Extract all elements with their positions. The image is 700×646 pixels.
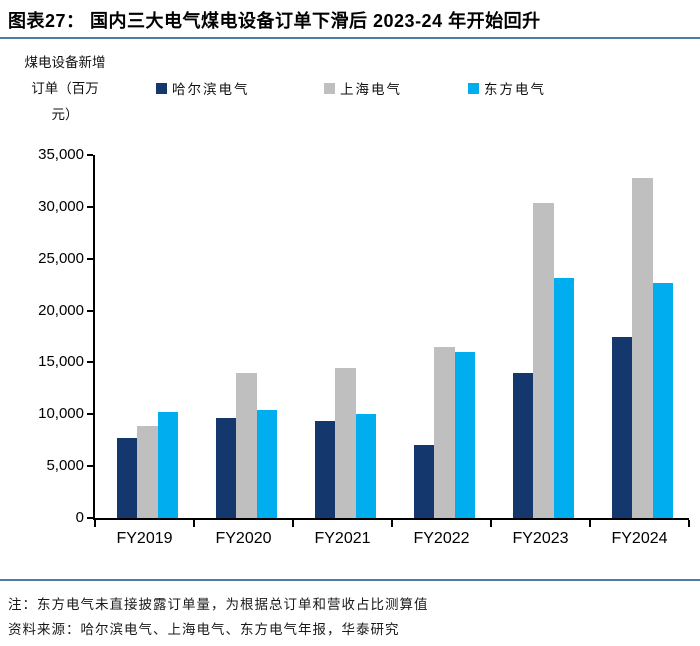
y-axis-tick — [87, 257, 93, 260]
x-axis-label-fy2021: FY2021 — [314, 530, 371, 547]
x-axis-label-fy2022: FY2022 — [413, 530, 470, 547]
bar-上海电气-FY2023 — [533, 202, 554, 518]
title-divider — [0, 37, 700, 39]
x-axis-label-fy2020: FY2020 — [215, 530, 272, 547]
y-tick-label: 30,000 — [38, 197, 84, 215]
bar-东方电气-FY2022 — [454, 352, 475, 518]
y-tick-label: 5,000 — [46, 457, 84, 475]
x-axis-tick — [391, 520, 393, 527]
note-text: 注：东方电气未直接披露订单量，为根据总订单和营收占比测算值 — [8, 597, 429, 612]
y-axis-unit-label: 煤电设备新增 订单（百万 元） — [6, 50, 124, 128]
bar-东方电气-FY2021 — [355, 414, 376, 518]
y-axis-tick — [87, 309, 93, 312]
legend-swatch-icon — [156, 82, 167, 94]
y-tick-label: 10,000 — [38, 405, 84, 423]
bar-上海电气-FY2020 — [236, 372, 257, 518]
y-tick-label: 25,000 — [38, 249, 84, 267]
bar-上海电气-FY2021 — [335, 367, 356, 518]
y-axis-tick — [87, 465, 93, 468]
figure-title: 图表27： 国内三大电气煤电设备订单下滑后 2023-24 年开始回升 — [8, 11, 541, 31]
y-axis-unit-line3: 元） — [51, 107, 79, 122]
y-axis-tick — [87, 517, 93, 519]
x-axis-line — [93, 518, 689, 520]
bar-上海电气-FY2024 — [632, 177, 653, 518]
x-axis-tick — [490, 520, 492, 527]
chart-legend: 哈尔滨电气 上海电气 东方电气 — [0, 80, 700, 98]
y-axis-tick — [87, 413, 93, 416]
legend-item-1: 哈尔滨电气 — [156, 80, 250, 97]
y-tick-label: 20,000 — [38, 301, 84, 319]
bar-上海电气-FY2022 — [434, 346, 455, 518]
legend-label: 哈尔滨电气 — [172, 82, 250, 97]
x-axis-tick — [688, 520, 690, 527]
footer-divider — [0, 579, 700, 581]
legend-label: 上海电气 — [340, 82, 402, 97]
bar-哈尔滨电气-FY2023 — [513, 372, 534, 518]
legend-swatch-icon — [324, 82, 335, 94]
bar-东方电气-FY2019 — [157, 412, 178, 518]
bar-哈尔滨电气-FY2019 — [117, 438, 138, 518]
x-axis-label-fy2019: FY2019 — [116, 530, 173, 547]
bar-哈尔滨电气-FY2020 — [216, 418, 237, 518]
legend-item-3: 东方电气 — [468, 80, 546, 97]
y-tick-label: 15,000 — [38, 353, 84, 371]
y-axis-tick — [87, 205, 93, 208]
y-axis-tick — [87, 154, 93, 156]
source-text: 资料来源：哈尔滨电气、上海电气、东方电气年报，华泰研究 — [8, 622, 400, 637]
y-axis-tick — [87, 361, 93, 364]
legend-label: 东方电气 — [484, 82, 546, 97]
bar-哈尔滨电气-FY2024 — [612, 336, 633, 518]
y-axis-line — [93, 155, 95, 520]
x-axis-tick — [589, 520, 591, 527]
y-axis-unit-line2: 订单（百万 — [31, 81, 99, 96]
legend-item-2: 上海电气 — [324, 80, 402, 97]
bar-哈尔滨电气-FY2021 — [315, 420, 336, 518]
bar-东方电气-FY2024 — [652, 282, 673, 518]
x-axis-label-fy2023: FY2023 — [512, 530, 569, 547]
legend-swatch-icon — [468, 82, 479, 94]
x-axis-tick — [193, 520, 195, 527]
bar-东方电气-FY2020 — [256, 410, 277, 518]
y-axis-unit-line1: 煤电设备新增 — [24, 55, 106, 70]
y-tick-label: 35,000 — [38, 146, 84, 163]
bar-东方电气-FY2023 — [553, 278, 574, 518]
x-axis-tick — [292, 520, 294, 527]
x-axis-tick — [94, 520, 96, 527]
bar-上海电气-FY2019 — [137, 425, 158, 518]
y-tick-label: 0 — [75, 509, 84, 526]
x-axis-label-fy2024: FY2024 — [611, 530, 668, 547]
bar-哈尔滨电气-FY2022 — [414, 445, 435, 518]
